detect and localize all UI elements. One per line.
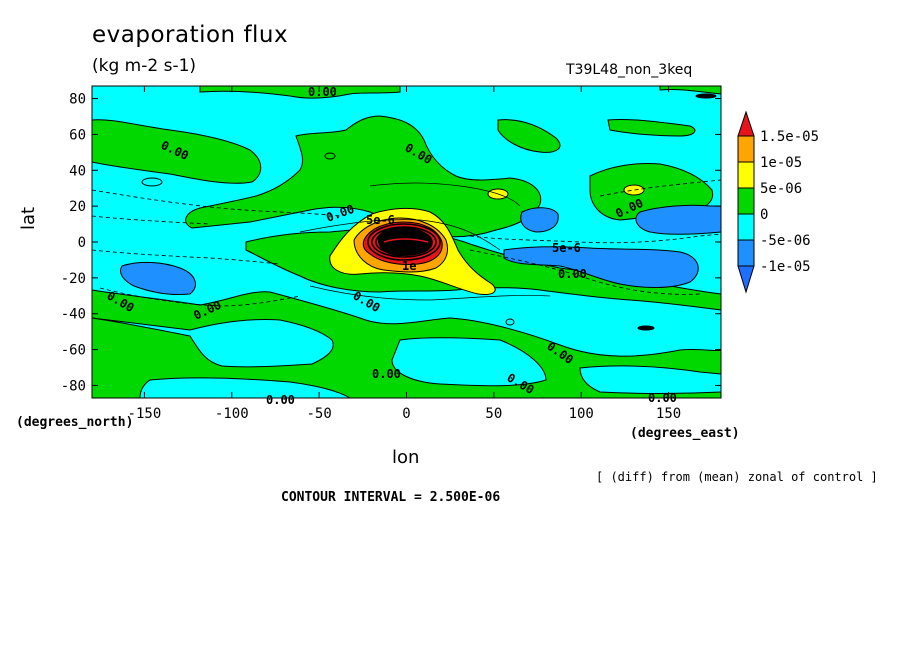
y-axis: -80 -60 -40 -20 0 20 40 60 80: [61, 92, 721, 394]
contour-interval: CONTOUR INTERVAL = 2.500E-06: [281, 490, 501, 505]
diff-note: [ (diff) from (mean) zonal of control ]: [596, 470, 878, 484]
x-axis: -150 -100 -50 0 50 100 150: [128, 86, 681, 422]
chart-units: (kg m-2 s-1): [92, 56, 197, 76]
y-tick-label: 40: [69, 163, 86, 179]
y-unit-label: (degrees_north): [16, 415, 134, 430]
contour-label-13: 5e-6: [366, 213, 395, 227]
x-tick-label: -50: [306, 406, 331, 422]
colorbar-box: [737, 213, 755, 241]
x-tick-label: -150: [128, 406, 162, 422]
field-south-cyan-gap: [92, 317, 334, 368]
field-north-green-4: [497, 119, 561, 153]
x-tick-label: 0: [402, 406, 410, 422]
x-tick-label: -100: [215, 406, 249, 422]
contour-label-1: 0.00: [308, 85, 337, 99]
y-tick-label: -40: [61, 307, 86, 323]
y-tick-label: -80: [61, 378, 86, 394]
field-island-7: [637, 325, 655, 331]
y-tick-label: 60: [69, 127, 86, 143]
field-island-3: [623, 184, 645, 196]
thin-contours: [299, 182, 551, 301]
colorbar-box: [737, 161, 755, 189]
colorbar-box: [737, 239, 755, 267]
colorbar: 1.5e-05 1e-05 5e-06 0 -5e-06 -1e-05: [737, 110, 819, 294]
field-blue-patch-2: [635, 204, 721, 235]
colorbar-label: 1e-05: [760, 155, 802, 171]
field-blue-patch-4: [120, 261, 196, 295]
y-tick-label: 20: [69, 199, 86, 215]
field-south-cyan-gap-4: [139, 377, 351, 398]
colorbar-min-triangle: [737, 265, 755, 294]
field-south-cyan-gap-3: [579, 365, 721, 394]
chart-title: evaporation flux: [92, 22, 289, 48]
colorbar-label: -5e-06: [760, 233, 811, 249]
y-tick-label: 80: [69, 92, 86, 108]
field-island-4: [505, 318, 515, 326]
colorbar-box: [737, 187, 755, 215]
x-tick-label: 150: [656, 406, 681, 422]
y-axis-label: lat: [18, 206, 39, 230]
contour-label-16: 0.00: [266, 393, 295, 407]
field-north-green-2: [92, 119, 262, 184]
contour-label-6: 0.00: [558, 267, 587, 281]
colorbar-label: -1e-05: [760, 259, 811, 275]
field-south-cyan-gap-2: [391, 337, 547, 387]
y-tick-label: -60: [61, 343, 86, 359]
contour-label-15: 1e: [402, 259, 416, 273]
contour-label-14: 5e-6: [552, 241, 581, 255]
map-field: 0.00 0.00 0.00 0.00 0.00 0.00 0.00 0.00 …: [92, 85, 721, 398]
field-north-green-7: [607, 118, 696, 137]
field-black-core: [377, 227, 433, 256]
field-island-5: [324, 152, 336, 160]
x-axis-label: lon: [392, 447, 420, 468]
field-island-1: [141, 177, 163, 187]
field-blue-patch-1: [503, 246, 699, 288]
colorbar-box: [737, 135, 755, 163]
x-tick-label: 100: [569, 406, 594, 422]
field-island-6: [695, 93, 717, 99]
colorbar-max-triangle: [737, 110, 755, 137]
colorbar-label: 1.5e-05: [760, 129, 819, 145]
y-tick-label: -20: [61, 271, 86, 287]
contour-label-11: 0.00: [372, 367, 401, 381]
y-tick-label: 0: [78, 235, 86, 251]
x-tick-label: 50: [485, 406, 502, 422]
field-red-streak: [383, 238, 429, 243]
colorbar-label: 0: [760, 207, 768, 223]
field-blue-patch-3: [520, 207, 559, 233]
run-label: T39L48_non_3keq: [566, 62, 693, 78]
field-north-green-1: [199, 86, 401, 99]
x-unit-label: (degrees_east): [630, 426, 740, 441]
colorbar-label: 5e-06: [760, 181, 802, 197]
dashed-contours: [92, 179, 721, 307]
